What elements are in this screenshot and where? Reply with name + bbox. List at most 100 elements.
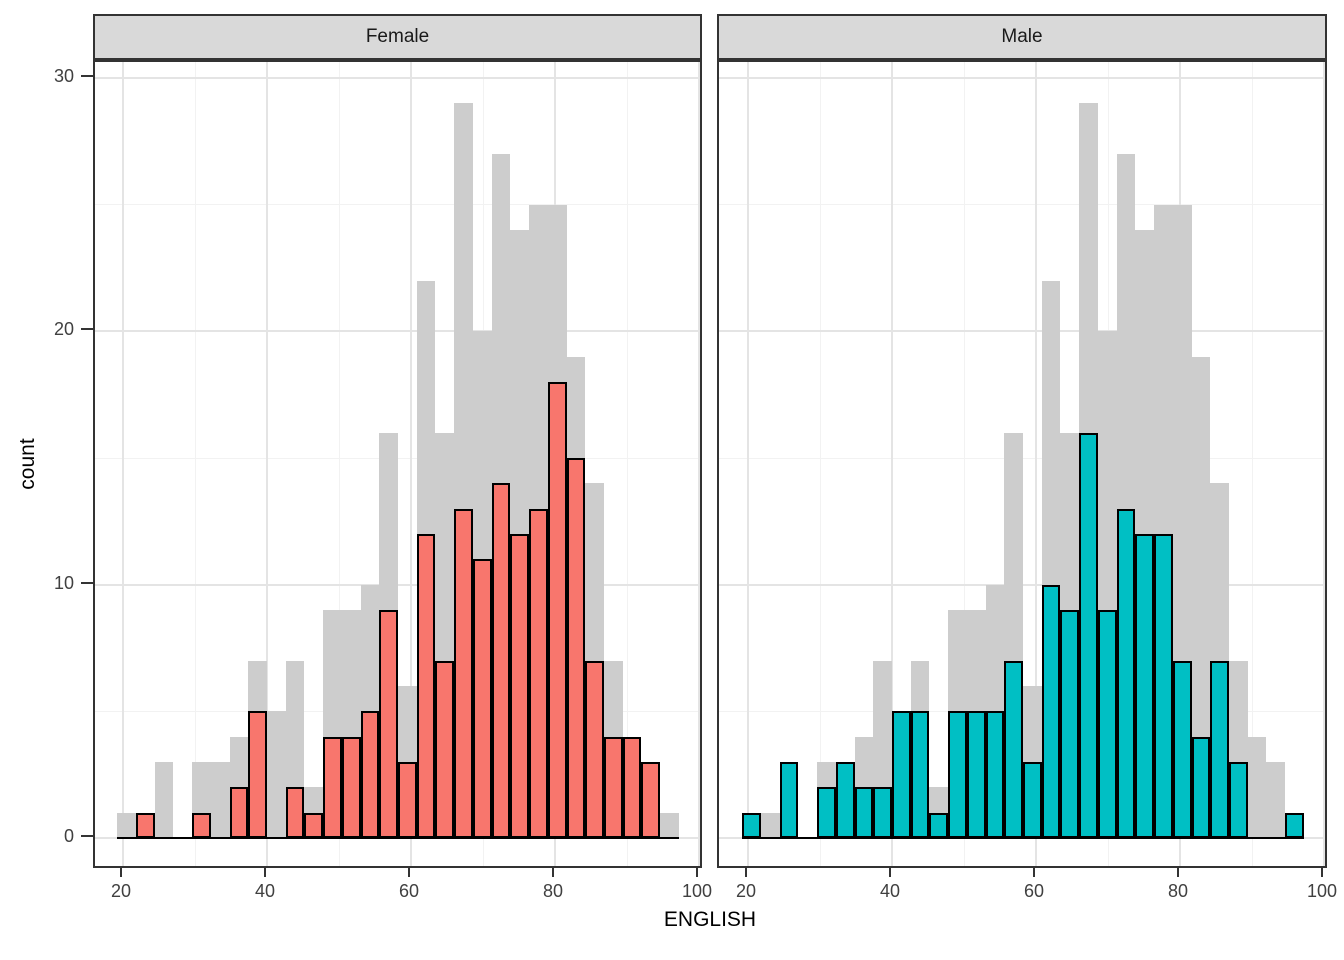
histogram-bar-male [779, 762, 799, 838]
y-tick-label: 10 [53, 572, 74, 593]
y-axis-tick [81, 75, 93, 77]
histogram-bar-total [117, 812, 136, 838]
gridline-major-x [891, 62, 893, 866]
histogram-bar-total [660, 812, 679, 838]
gridline-minor-x [963, 62, 965, 866]
x-tick-label: 80 [542, 881, 564, 901]
histogram-bar-male [835, 762, 855, 838]
histogram-bar-female [472, 559, 492, 838]
histogram-bar-male [1097, 610, 1117, 838]
x-tick-label: 80 [1167, 881, 1189, 901]
gridline-minor-x [338, 62, 340, 866]
x-tick-label: 20 [110, 881, 132, 901]
x-tick-label: 20 [735, 881, 757, 901]
gridline-minor-y [719, 204, 1325, 206]
histogram-bar-total [1266, 762, 1286, 838]
x-tick-label: 40 [879, 881, 901, 901]
histogram-bar-male [1004, 660, 1024, 838]
histogram-bar-male [1191, 736, 1211, 838]
histogram-bar-female [454, 508, 473, 838]
histogram-bar-total [267, 711, 286, 838]
histogram-bar-female [229, 787, 249, 838]
zero-baseline [742, 837, 1304, 839]
histogram-bar-male [1210, 660, 1229, 838]
x-tick-label: 60 [1023, 881, 1045, 901]
histogram-bar-female [304, 812, 324, 838]
y-axis-tick [81, 581, 93, 584]
gridline-minor-x [626, 62, 628, 866]
histogram-bar-male [948, 711, 967, 838]
gridline-major-y [719, 330, 1325, 333]
histogram-bar-female [491, 483, 511, 838]
y-tick-label: 0 [63, 826, 74, 846]
x-axis-tick [1177, 868, 1179, 877]
histogram-bar-total [210, 762, 230, 838]
gridline-major-x [266, 62, 268, 866]
histogram-bar-male [1023, 762, 1042, 838]
histogram-bar-female [547, 382, 567, 838]
x-axis-tick [120, 868, 122, 877]
histogram-bar-male [929, 812, 949, 838]
gridline-major-x [747, 62, 749, 866]
histogram-bar-female [285, 787, 305, 838]
x-axis-title: ENGLISH [663, 908, 757, 931]
histogram-bar-male [854, 787, 874, 838]
histogram-bar-male [1154, 534, 1173, 838]
x-tick-label: 60 [398, 881, 420, 901]
histogram-bar-female [622, 736, 642, 838]
histogram-bar-total [154, 762, 174, 838]
facet-panel [717, 60, 1327, 868]
y-axis-tick [81, 328, 93, 331]
histogram-bar-female [360, 711, 380, 838]
histogram-bar-female [641, 762, 661, 838]
x-axis-tick [1321, 868, 1323, 877]
histogram-bar-male [1041, 584, 1061, 838]
gridline-major-x [1035, 62, 1037, 866]
histogram-bar-female [398, 762, 417, 838]
gridline-minor-x [819, 62, 821, 866]
zero-baseline [117, 837, 679, 839]
x-axis-tick [408, 868, 410, 877]
x-axis-tick [1033, 868, 1035, 877]
histogram-bar-female [135, 812, 155, 838]
histogram-bar-male [985, 711, 1005, 838]
histogram-bar-female [192, 812, 211, 838]
histogram-bar-total [760, 812, 780, 838]
histogram-bar-female [585, 660, 604, 838]
histogram-bar-female [510, 534, 530, 838]
histogram-bar-female [379, 610, 399, 838]
histogram-bar-female [341, 736, 361, 838]
histogram-bar-female [435, 660, 455, 838]
x-tick-label: 40 [254, 881, 276, 901]
facet-strip-label: Male [1001, 26, 1043, 47]
gridline-major-y [719, 77, 1325, 79]
histogram-bar-male [1135, 534, 1155, 838]
facet-strip: Male [717, 14, 1327, 60]
histogram-bar-male [1079, 432, 1098, 838]
histogram-bar-female [529, 508, 548, 838]
histogram-bar-female [416, 534, 436, 838]
y-axis-title: count [16, 438, 39, 490]
histogram-bar-female [323, 736, 342, 838]
histogram-bar-male [1285, 812, 1304, 838]
histogram-bar-male [1116, 508, 1136, 838]
gridline-major-x [1323, 62, 1325, 866]
y-axis-tick [81, 835, 93, 837]
histogram-bar-male [910, 711, 930, 838]
gridline-minor-x [194, 62, 196, 866]
y-tick-label: 20 [53, 319, 74, 340]
histogram-bar-female [603, 736, 623, 838]
histogram-bar-total [1191, 356, 1211, 838]
histogram-bar-male [966, 711, 986, 838]
x-axis-tick [745, 868, 747, 877]
gridline-minor-x [1251, 62, 1253, 866]
histogram-bar-male [742, 812, 761, 838]
gridline-major-x [698, 62, 700, 866]
x-tick-label: 100 [681, 881, 713, 901]
facet-strip: Female [93, 14, 702, 60]
histogram-bar-male [892, 711, 911, 838]
histogram-bar-male [1228, 762, 1248, 838]
facet-strip-label: Female [365, 26, 430, 47]
gridline-minor-y [95, 204, 700, 206]
